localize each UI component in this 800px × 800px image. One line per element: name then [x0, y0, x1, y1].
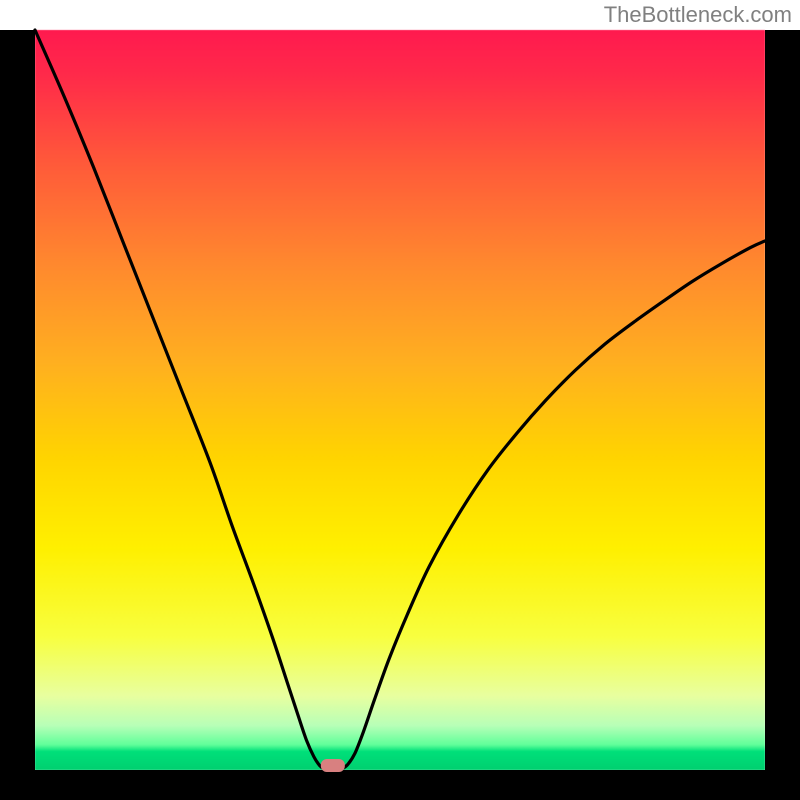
watermark-text: TheBottleneck.com	[604, 2, 792, 28]
bottleneck-chart: TheBottleneck.com	[0, 0, 800, 800]
plot-overlay	[0, 0, 800, 800]
black-frame	[0, 30, 800, 800]
bottleneck-curve	[35, 30, 765, 770]
minimum-marker	[321, 759, 345, 772]
